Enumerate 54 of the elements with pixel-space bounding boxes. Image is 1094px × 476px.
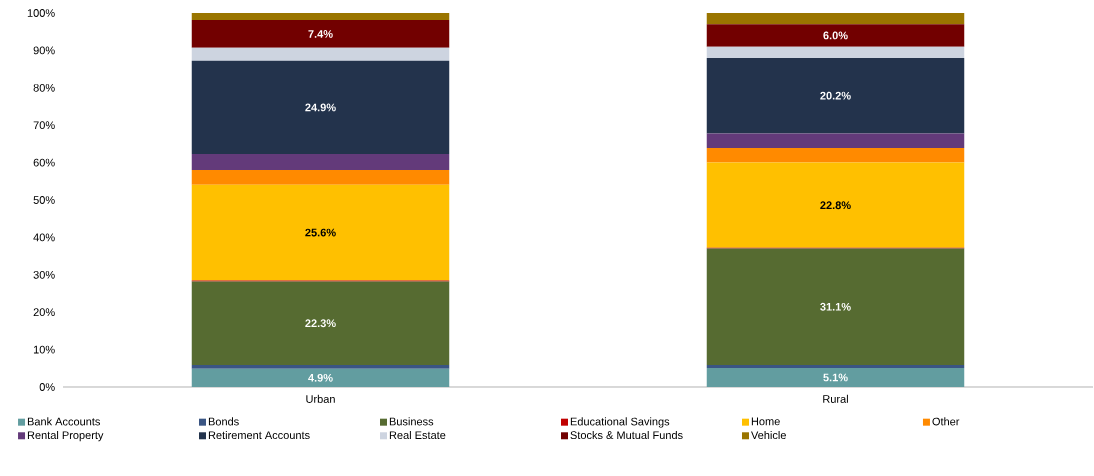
legend-label: Vehicle: [751, 430, 786, 440]
data-label: 22.8%: [820, 201, 851, 210]
x-tick-label: Rural: [823, 394, 848, 403]
y-tick-label: 100%: [27, 9, 55, 17]
bar: [706, 57, 965, 134]
legend-label: Bonds: [208, 417, 239, 426]
x-tick-label: Urban: [306, 394, 335, 403]
y-tick-label: 70%: [33, 121, 55, 130]
bar: [191, 364, 450, 369]
bar: [706, 148, 965, 163]
bar: [706, 367, 965, 387]
y-tick-label: 0%: [39, 383, 55, 391]
y-tick-label: 90%: [33, 46, 55, 55]
legend-label: Retirement Accounts: [208, 430, 310, 440]
legend-label: Real Estate: [389, 430, 446, 440]
bar: [706, 13, 965, 25]
bar: [191, 13, 450, 21]
legend-label: Home: [751, 417, 780, 426]
y-tick-label: 30%: [33, 270, 55, 279]
y-tick-label: 50%: [33, 196, 55, 204]
y-tick-label: 40%: [33, 233, 55, 242]
legend-label: Educational Savings: [570, 417, 670, 428]
legend-label: Other: [932, 417, 960, 426]
legend-label: Business: [389, 417, 434, 426]
legend-label: Bank Accounts: [27, 417, 100, 426]
bar: [191, 281, 450, 365]
data-label: 6.0%: [823, 31, 848, 40]
bar: [706, 24, 965, 47]
bar: [706, 133, 965, 149]
data-label: 20.2%: [820, 91, 851, 100]
bar: [191, 154, 450, 171]
data-label: 24.9%: [305, 103, 336, 112]
bar: [706, 248, 965, 365]
bar: [191, 60, 450, 154]
y-tick-label: 80%: [33, 83, 55, 92]
bar: [191, 170, 450, 185]
legend-label: Rental Property: [27, 430, 104, 442]
data-label: 25.6%: [305, 228, 336, 237]
bar: [191, 368, 450, 387]
data-label: 31.1%: [820, 302, 851, 311]
bar: [191, 20, 450, 48]
bar: [706, 162, 965, 248]
data-label: 7.4%: [308, 30, 333, 38]
y-tick-label: 10%: [33, 345, 55, 354]
data-label: 22.3%: [305, 319, 336, 328]
y-tick-label: 20%: [33, 308, 55, 317]
data-label: 4.9%: [308, 373, 333, 382]
bar: [191, 47, 450, 61]
data-label: 5.1%: [823, 373, 848, 382]
bar: [706, 46, 965, 58]
y-tick-label: 60%: [33, 158, 55, 167]
bar: [191, 184, 450, 281]
legend-label: Stocks & Mutual Funds: [570, 430, 683, 440]
bar: [706, 364, 965, 368]
